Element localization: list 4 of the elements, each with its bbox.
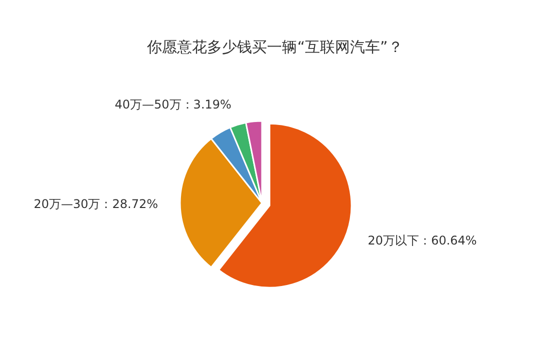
slice-label: 20万—30万：28.72% xyxy=(34,197,158,211)
slice-label: 40万—50万：3.19% xyxy=(114,98,232,112)
chart-title: 你愿意花多少钱买一辆“互联网汽车”？ xyxy=(146,38,403,56)
slice-label: 20万以下：60.64% xyxy=(368,234,477,248)
